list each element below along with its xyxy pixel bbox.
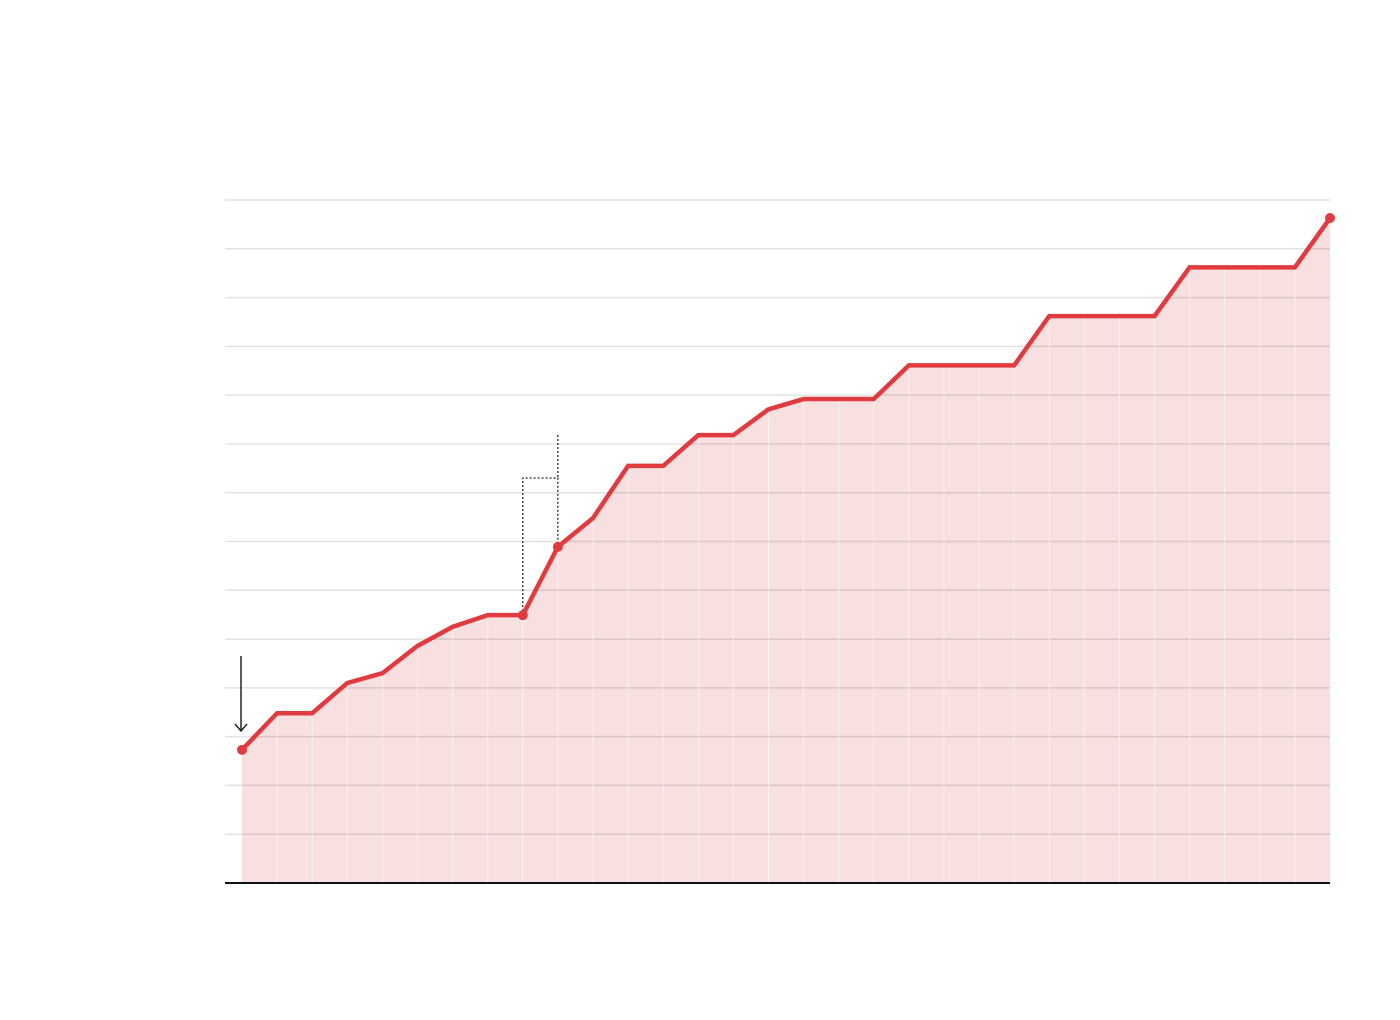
data-point (552, 541, 563, 552)
data-point (1325, 213, 1335, 224)
annotation-arrowhead (234, 723, 248, 733)
area-fill (242, 218, 1330, 883)
data-point (237, 744, 247, 755)
annotation-bracket (522, 477, 559, 616)
data-point (517, 610, 528, 621)
series-line (240, 216, 1332, 752)
